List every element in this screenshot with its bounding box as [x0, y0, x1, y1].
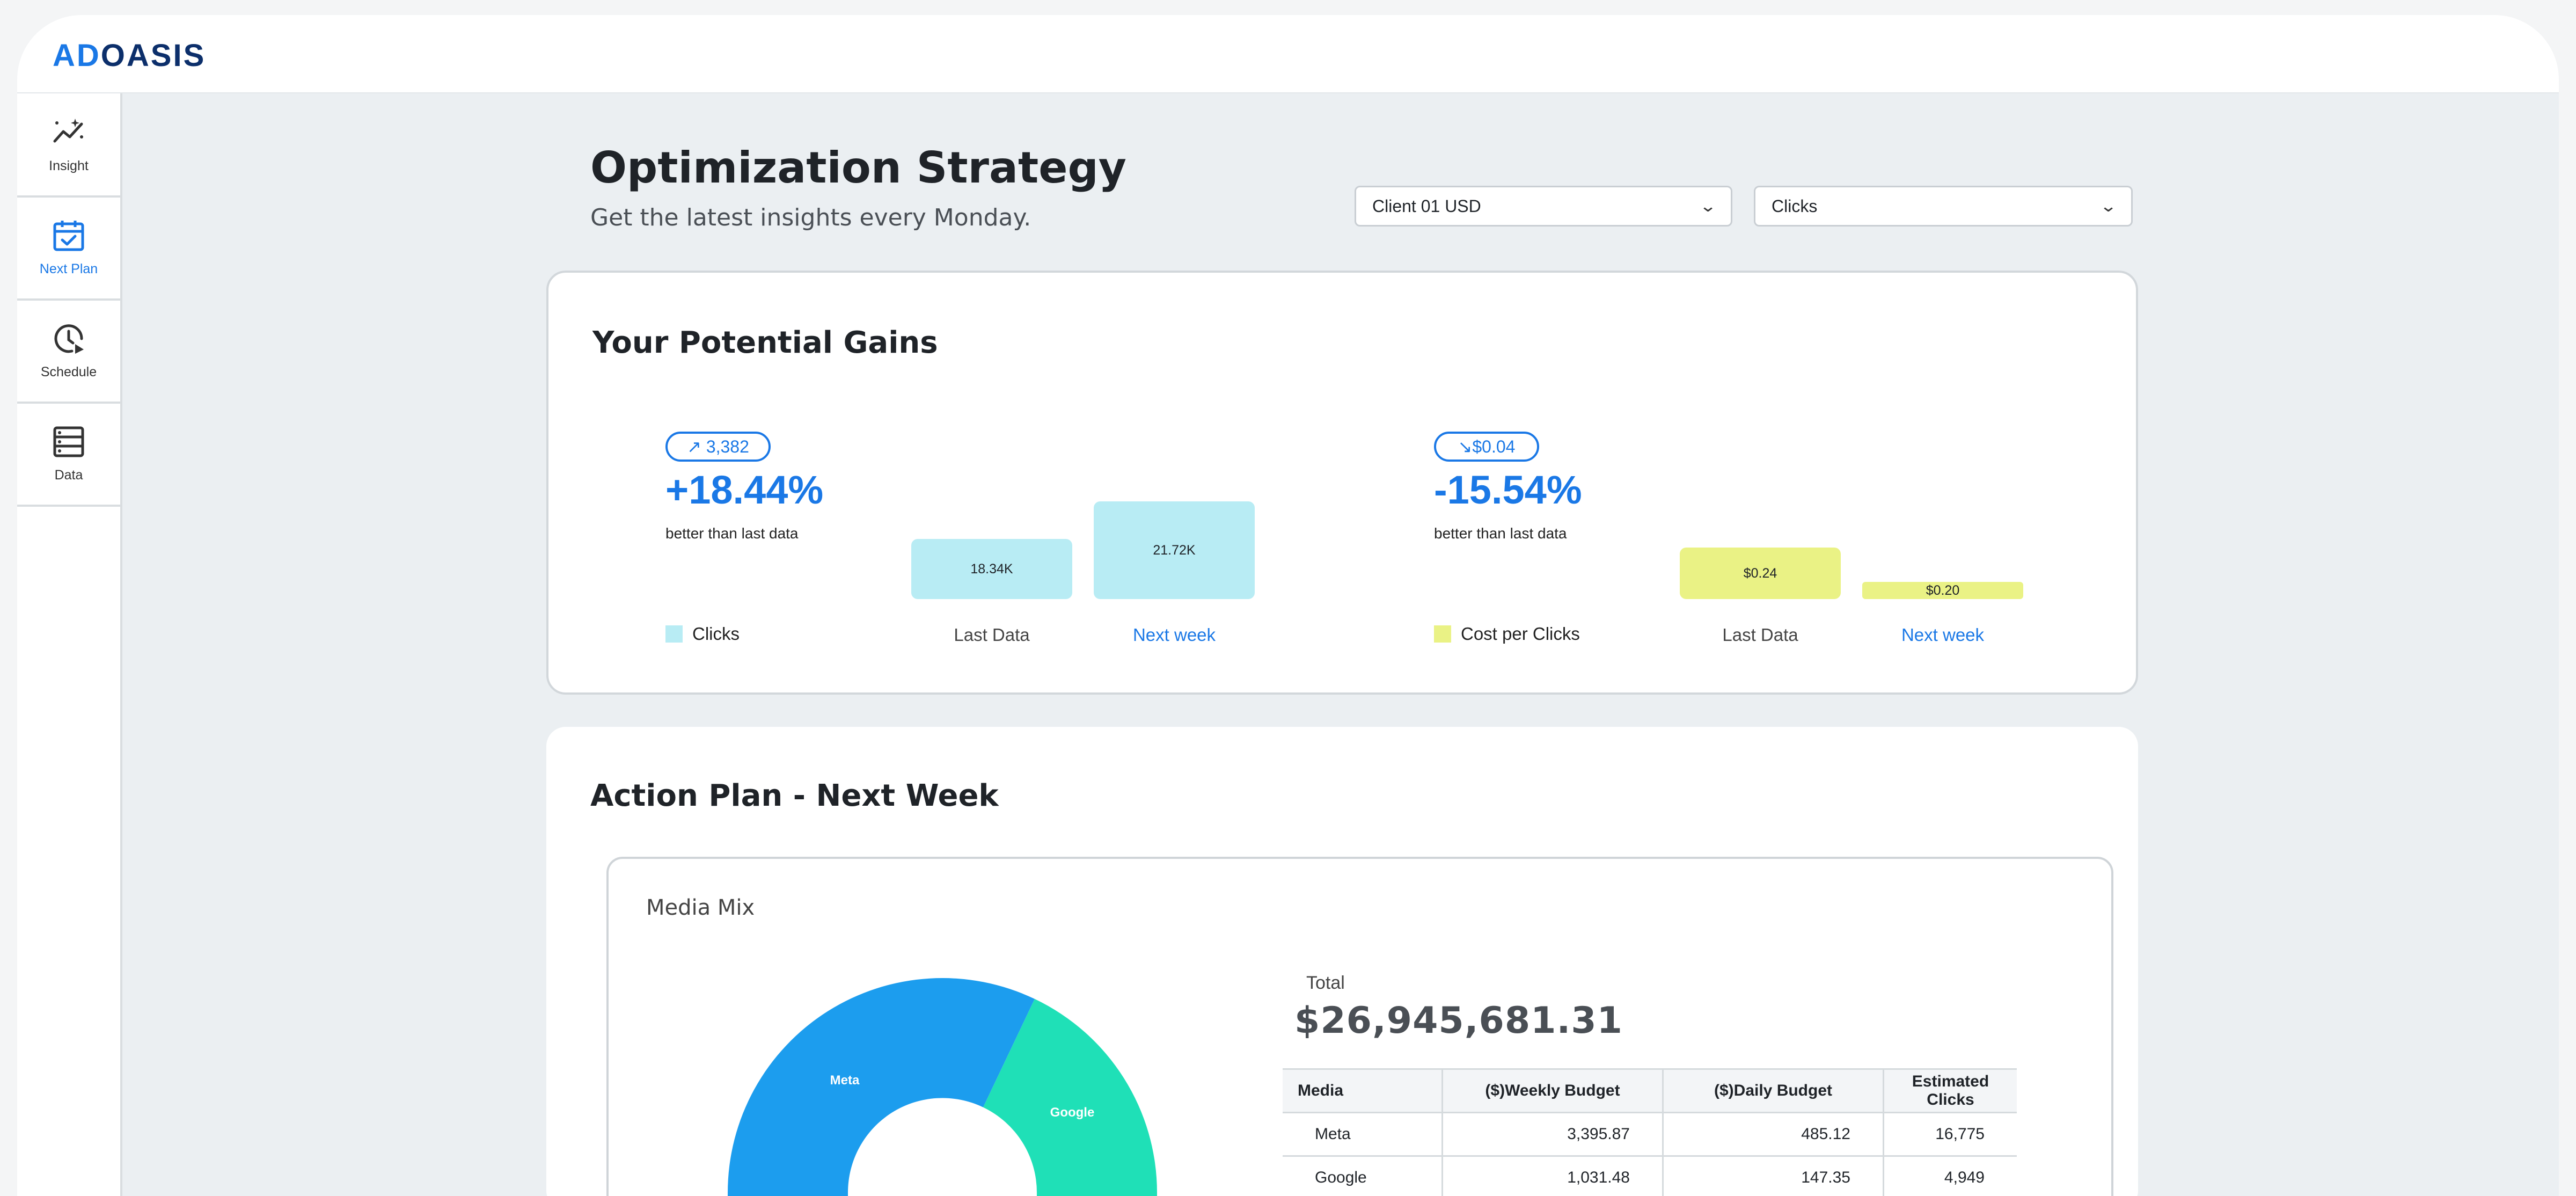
cell-media: Meta [1283, 1113, 1443, 1156]
media-mix-donut-render: Meta Google [728, 978, 1157, 1196]
legend-label: Clicks [692, 624, 740, 644]
sidebar-item-schedule[interactable]: Schedule [17, 300, 120, 404]
clicks-bar-label-next: Next week [1094, 625, 1255, 645]
action-plan-title: Action Plan - Next Week [590, 778, 999, 813]
top-bar: ADOASIS [17, 15, 2559, 93]
donut-label-google: Google [1050, 1105, 1095, 1120]
cpc-bar-label-next: Next week [1862, 625, 2023, 645]
client-select-value: Client 01 USD [1372, 196, 1481, 216]
cell-daily-budget: 147.35 [1663, 1156, 1884, 1196]
donut-label-meta: Meta [830, 1073, 860, 1088]
sidebar: Insight Next Plan Schedule [17, 93, 122, 1196]
col-media: Media [1283, 1069, 1443, 1113]
cell-media: Google [1283, 1156, 1443, 1196]
bar-value-label: 18.34K [970, 561, 1013, 577]
legend-swatch [665, 625, 683, 643]
table-header-row: Media ($)Weekly Budget ($)Daily Budget E… [1283, 1069, 2017, 1113]
bar-value-label: $0.24 [1744, 566, 1777, 581]
bar-value-label: $0.20 [1926, 583, 1960, 599]
clicks-pct-change: +18.44% [665, 467, 823, 513]
donut-slice-meta[interactable] [728, 978, 1035, 1196]
col-weekly-budget: ($)Weekly Budget [1443, 1069, 1663, 1113]
cpc-bar-last-data: $0.24 [1680, 548, 1841, 599]
sidebar-item-insight[interactable]: Insight [17, 93, 120, 198]
sidebar-item-data[interactable]: Data [17, 403, 120, 507]
sidebar-item-label: Data [55, 468, 83, 483]
potential-gains-title: Your Potential Gains [592, 325, 938, 360]
client-select[interactable]: Client 01 USD ⌄ [1355, 186, 1732, 227]
logo-part-ad: AD [53, 38, 101, 73]
sidebar-item-next-plan[interactable]: Next Plan [17, 196, 120, 301]
clicks-bar-last-data: 18.34K [911, 539, 1072, 599]
app-frame: ADOASIS Insight Next Plan [17, 15, 2559, 1196]
total-value: $26,945,681.31 [1294, 1000, 1623, 1042]
chevron-down-icon: ⌄ [2099, 197, 2117, 216]
clicks-bar-label-last: Last Data [911, 625, 1072, 645]
page-title: Optimization Strategy [590, 143, 1126, 193]
clock-icon [52, 322, 86, 356]
legend-swatch [1434, 625, 1451, 643]
col-estimated-clicks: Estimated Clicks [1884, 1069, 2017, 1113]
cell-weekly-budget: 3,395.87 [1443, 1113, 1663, 1156]
app-logo[interactable]: ADOASIS [53, 38, 206, 74]
sidebar-item-label: Insight [49, 158, 89, 174]
sidebar-item-label: Schedule [41, 364, 97, 380]
table-row[interactable]: Meta 3,395.87 485.12 16,775 [1283, 1113, 2017, 1156]
cell-weekly-budget: 1,031.48 [1443, 1156, 1663, 1196]
cpc-bar-label-last: Last Data [1680, 625, 1841, 645]
metric-select[interactable]: Clicks ⌄ [1754, 186, 2133, 227]
cell-daily-budget: 485.12 [1663, 1113, 1884, 1156]
media-mix-title: Media Mix [646, 895, 755, 920]
cpc-change-badge: ↘$0.04 [1434, 432, 1539, 462]
cpc-bar-next-week: $0.20 [1862, 582, 2023, 599]
clicks-legend: Clicks [665, 624, 740, 644]
sidebar-item-label: Next Plan [40, 261, 98, 277]
cell-estimated-clicks: 4,949 [1884, 1156, 2017, 1196]
logo-part-oasis: OASIS [101, 38, 206, 73]
col-daily-budget: ($)Daily Budget [1663, 1069, 1884, 1113]
bar-value-label: 21.72K [1153, 543, 1195, 558]
table-row[interactable]: Google 1,031.48 147.35 4,949 [1283, 1156, 2017, 1196]
cpc-legend: Cost per Clicks [1434, 624, 1580, 644]
page-subtitle: Get the latest insights every Monday. [590, 204, 1031, 231]
potential-gains-card: Your Potential Gains ↗ 3,382 +18.44% bet… [546, 271, 2138, 695]
clicks-note: better than last data [665, 525, 799, 542]
cell-estimated-clicks: 16,775 [1884, 1113, 2017, 1156]
media-mix-card: Media Mix Meta Google Total $26,945,681.… [606, 857, 2113, 1196]
total-label: Total [1306, 973, 1345, 994]
database-icon [52, 425, 86, 459]
chevron-down-icon: ⌄ [1699, 197, 1717, 216]
cpc-pct-change: -15.54% [1434, 467, 1582, 513]
calendar-check-icon [52, 218, 86, 253]
cpc-note: better than last data [1434, 525, 1567, 542]
metric-select-value: Clicks [1772, 196, 1817, 216]
media-mix-table: Media ($)Weekly Budget ($)Daily Budget E… [1283, 1068, 2017, 1196]
clicks-bar-next-week: 21.72K [1094, 501, 1255, 599]
clicks-change-badge: ↗ 3,382 [665, 432, 771, 462]
legend-label: Cost per Clicks [1461, 624, 1580, 644]
insight-icon [52, 115, 86, 150]
